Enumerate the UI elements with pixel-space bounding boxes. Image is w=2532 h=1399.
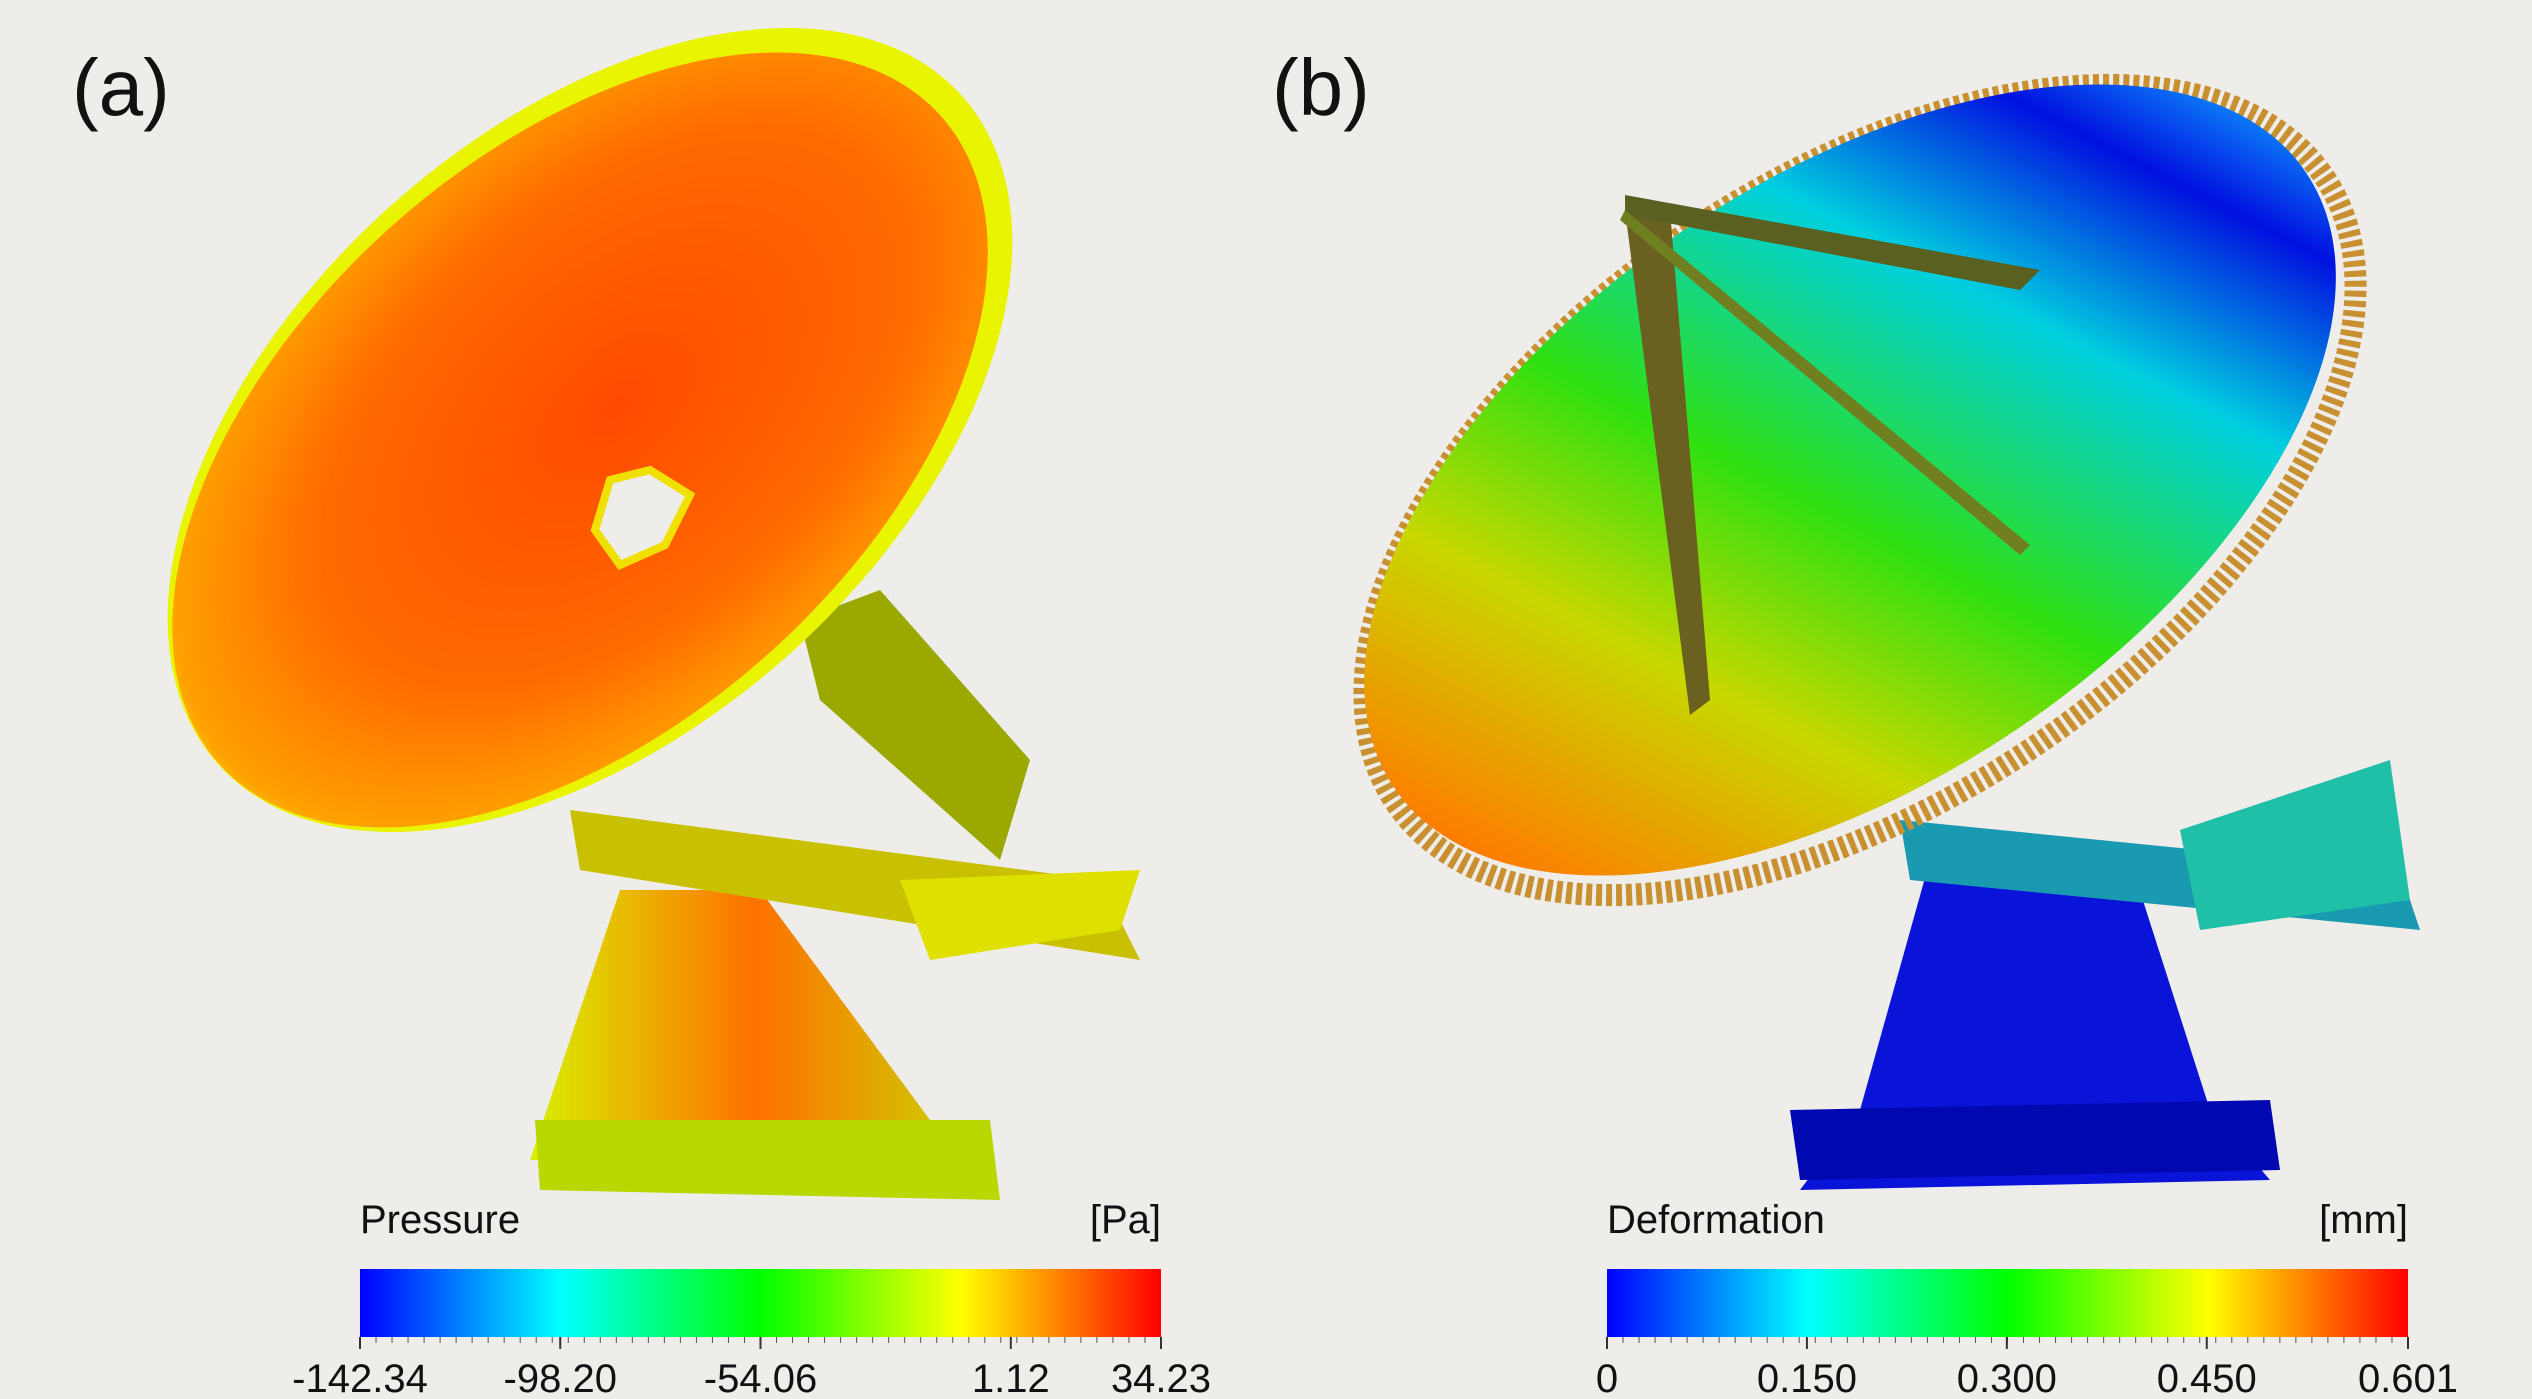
colorbar-unit: [mm] bbox=[2319, 1198, 2408, 1242]
tick-label: 0 bbox=[1596, 1357, 1618, 1399]
render-b bbox=[1222, 0, 2497, 1190]
tick-label: 0.150 bbox=[1757, 1357, 1857, 1399]
colorbar-title: Deformation bbox=[1607, 1198, 1825, 1242]
figure: (a) Pressure [Pa] -142.34 -98.20 -54.06 1.12 34… bbox=[0, 0, 2532, 1399]
tick-label: -142.34 bbox=[292, 1357, 428, 1399]
render-a bbox=[18, 0, 1163, 1200]
tick-label: 0.300 bbox=[1957, 1357, 2057, 1399]
panel-label: (b) bbox=[1272, 43, 1370, 132]
colorbar bbox=[1607, 1269, 2408, 1337]
colorbar-title: Pressure bbox=[360, 1198, 520, 1242]
tick-label: 34.23 bbox=[1111, 1357, 1211, 1399]
tick-label: -98.20 bbox=[504, 1357, 617, 1399]
tick-label: 0.450 bbox=[2157, 1357, 2257, 1399]
colorbar bbox=[360, 1269, 1161, 1337]
colorbar-unit: [Pa] bbox=[1090, 1198, 1161, 1242]
tick-label: 0.601 bbox=[2358, 1357, 2458, 1399]
tick-label: 1.12 bbox=[972, 1357, 1050, 1399]
panel-label: (a) bbox=[72, 43, 170, 132]
tick-label: -54.06 bbox=[704, 1357, 817, 1399]
